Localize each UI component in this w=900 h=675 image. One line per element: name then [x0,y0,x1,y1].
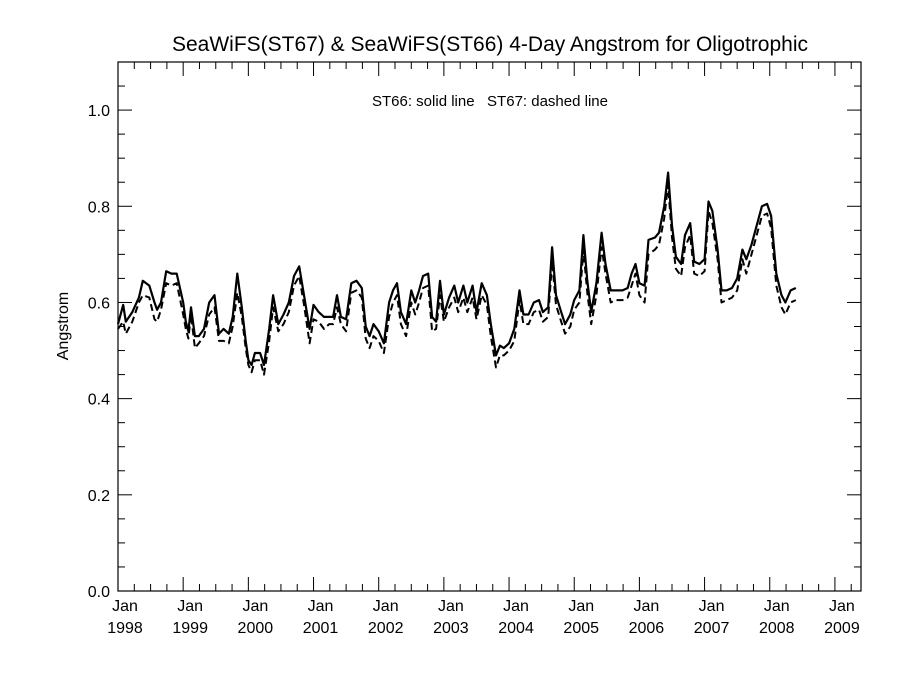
y-axis-label: Angstrom [55,292,72,360]
x-tick-month-label: Jan [112,598,138,615]
series-line-st66 [116,171,797,367]
axis-ticks: 0.0 0.2 0.4 0.6 0.8 1.0 Jan 1998 Jan 1999 Jan 2000 J… [88,61,861,637]
x-tick-month-label: Jan [242,598,268,615]
y-tick-label: 0.0 [88,584,110,601]
x-tick-month-label: Jan [699,598,725,615]
x-tick-month-label: Jan [568,598,594,615]
x-tick-year-label: 2007 [694,620,730,637]
x-tick-month-label: Jan [764,598,790,615]
x-tick-month-label: Jan [308,598,334,615]
x-tick-year-label: 2009 [824,620,860,637]
x-tick-month-label: Jan [829,598,855,615]
series-layer [116,171,797,376]
x-tick-year-label: 2005 [563,620,599,637]
series-line-st67 [117,183,797,376]
y-tick-label: 0.6 [88,295,110,312]
y-tick-label: 1.0 [88,103,110,120]
x-tick-year-label: 2008 [759,620,795,637]
chart-title: SeaWiFS(ST67) & SeaWiFS(ST66) 4-Day Angs… [172,33,808,56]
x-tick-month-label: Jan [438,598,464,615]
x-tick-month-label: Jan [503,598,529,615]
y-tick-label: 0.8 [88,199,110,216]
x-tick-year-label: 1999 [172,620,208,637]
x-tick-month-label: Jan [177,598,203,615]
x-tick-year-label: 2006 [629,620,665,637]
x-tick-year-label: 2002 [368,620,404,637]
x-tick-month-label: Jan [373,598,399,615]
y-tick-label: 0.4 [88,392,110,409]
y-tick-label: 0.2 [88,488,110,505]
x-tick-year-label: 2003 [433,620,469,637]
x-tick-year-label: 1998 [107,620,143,637]
x-tick-year-label: 2001 [303,620,339,637]
x-tick-month-label: Jan [634,598,660,615]
x-tick-year-label: 2000 [238,620,274,637]
line-style-annotation: ST66: solid line ST67: dashed line [372,93,608,110]
x-tick-year-label: 2004 [498,620,534,637]
